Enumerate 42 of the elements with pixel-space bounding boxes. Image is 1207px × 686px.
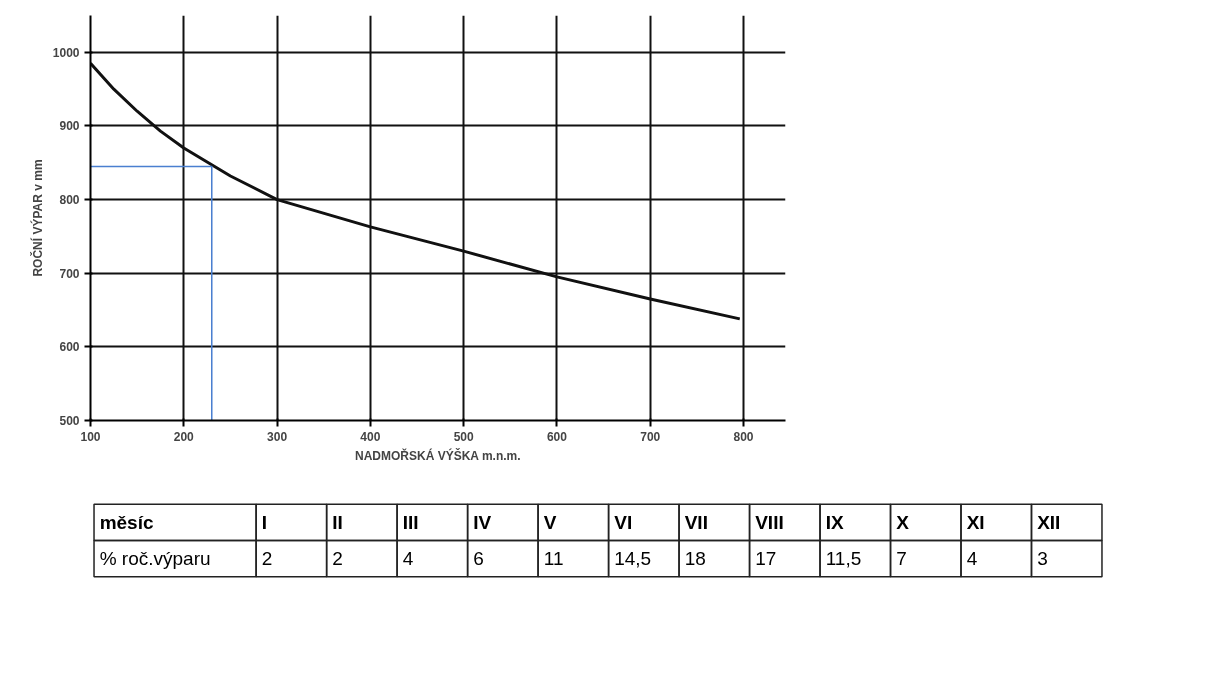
text: 4 (966, 548, 978, 570)
category-label: IX (825, 511, 844, 533)
category-label: V (543, 511, 557, 533)
y-tick-label: 1000 (52, 45, 80, 60)
y-tick-label: 800 (59, 193, 80, 208)
category-label: II (332, 511, 343, 533)
y-tick-label: 600 (59, 340, 80, 355)
y-axis-title: ROČNÍ VÝPAR v mm (29, 159, 45, 277)
x-tick-label: 100 (80, 429, 101, 444)
x-tick-label: 400 (360, 429, 381, 444)
text: 3 (1037, 548, 1048, 570)
text: 4 (402, 548, 414, 570)
category-label: VI (614, 511, 633, 533)
y-tick-label: 700 (59, 266, 80, 281)
category-label: X (896, 511, 910, 533)
y-tick-label: 900 (59, 119, 80, 134)
text: 2 (261, 548, 273, 570)
x-tick-label: 500 (453, 429, 474, 444)
x-tick-label: 700 (640, 429, 661, 444)
text: 7 (896, 548, 907, 570)
category-label: XII (1037, 511, 1061, 533)
x-tick-label: 300 (267, 429, 288, 444)
text: 17 (755, 548, 777, 570)
text: % roč.výparu (99, 548, 211, 570)
category-label: I (261, 511, 268, 533)
text: 18 (684, 548, 706, 570)
x-tick-label: 800 (733, 429, 754, 444)
x-tick-label: 600 (546, 429, 568, 444)
text: 14,5 (614, 548, 652, 570)
category-label: XI (966, 511, 985, 533)
category-label: VIII (755, 511, 784, 533)
text: 11 (543, 548, 564, 570)
text: 2 (332, 548, 343, 570)
x-tick-label: 200 (173, 429, 195, 444)
category-label: III (402, 511, 419, 533)
text: 11,5 (825, 548, 862, 570)
category-label: VII (684, 511, 708, 533)
x-axis-title: NADMOŘSKÁ VÝŠKA m.n.m. (354, 447, 521, 463)
text: měsíc (99, 511, 154, 533)
text: 6 (473, 548, 484, 570)
category-label: IV (473, 511, 492, 533)
y-tick-label: 500 (59, 414, 80, 428)
